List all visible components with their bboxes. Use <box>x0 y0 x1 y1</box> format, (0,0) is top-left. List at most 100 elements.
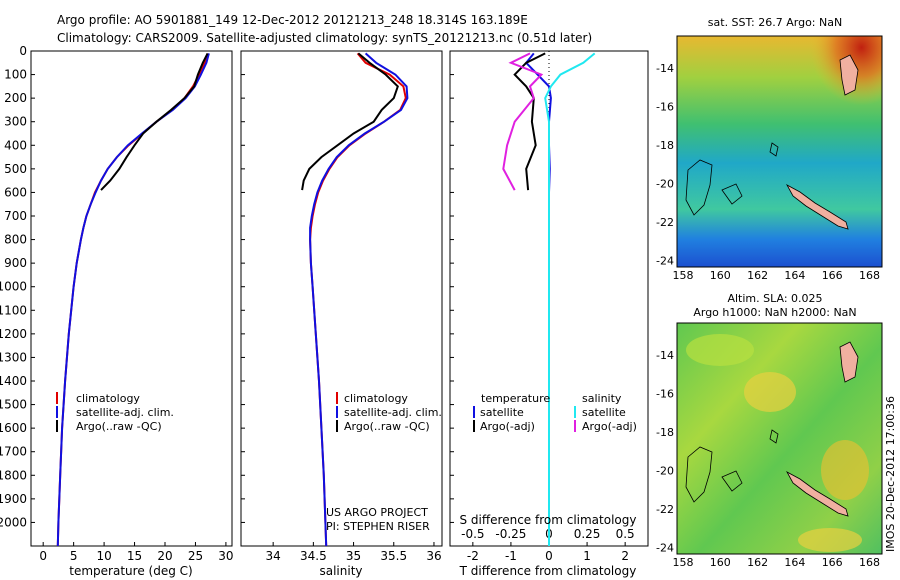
legend-swatch-argo <box>56 420 58 432</box>
island-coast <box>769 429 779 444</box>
legend-swatch-satellite <box>56 406 58 418</box>
x-tick-label: 1 <box>583 549 591 563</box>
salinity-panel <box>240 50 443 547</box>
x2-tick-label: 0.25 <box>574 527 601 541</box>
x-tick-label: 35 <box>346 549 361 563</box>
legend-label: climatology <box>76 392 140 405</box>
map-lat-tick-label: -14 <box>656 349 674 362</box>
depth-tick-label: 1400 <box>0 374 27 388</box>
legend-swatch-argo <box>336 420 338 432</box>
salinity-plot: 34 34.5 35 35.5 36 <box>266 52 442 563</box>
legend-swatch-t-satellite <box>473 406 475 418</box>
legend-label: satellite-adj. clim. <box>76 406 174 419</box>
salinity-x-label: salinity <box>319 564 362 578</box>
island-coast <box>839 341 859 383</box>
depth-tick-label: 700 <box>4 209 27 223</box>
new-caledonia-coast <box>786 471 849 517</box>
map-lon-tick-label: 168 <box>859 269 880 282</box>
legend-header-temperature: temperature <box>481 392 550 405</box>
credit-pi: PI: STEPHEN RISER <box>326 520 430 533</box>
series-line <box>524 52 552 546</box>
map-lat-tick-label: -24 <box>656 255 674 268</box>
depth-tick-label: 900 <box>4 256 27 270</box>
depth-tick-label: 400 <box>4 138 27 152</box>
figure-title-line2: Climatology: CARS2009. Satellite-adjuste… <box>57 31 592 45</box>
map-lat-tick-label: -20 <box>656 178 674 191</box>
depth-tick-label: 1200 <box>0 327 27 341</box>
series-line <box>301 52 399 191</box>
depth-tick-label: 800 <box>4 233 27 247</box>
difference-plot: -2 -1 0 1 2-0.5 -0.25 0 0.25 0.5 <box>461 51 635 563</box>
legend-label: satellite-adj. clim. <box>344 406 442 419</box>
legend-label: satellite <box>582 406 626 419</box>
sla-map-frame <box>676 322 883 555</box>
depth-tick-label: 100 <box>4 68 27 82</box>
depth-tick-label: 600 <box>4 185 27 199</box>
map-lat-tick-label: -16 <box>656 388 674 401</box>
sla-anomaly-patch <box>686 334 754 366</box>
depth-tick-label: 1300 <box>0 350 27 364</box>
map-lat-tick-label: -20 <box>656 465 674 478</box>
x-tick-label: 25 <box>188 549 203 563</box>
map-lon-tick-label: 166 <box>822 269 843 282</box>
x-tick-label: 34.5 <box>300 549 327 563</box>
map-lon-tick-label: 160 <box>710 556 731 569</box>
map-lon-tick-label: 158 <box>673 269 694 282</box>
x2-tick-label: -0.25 <box>495 527 526 541</box>
sla-anomaly-patch <box>821 440 869 500</box>
x-tick-label: 34 <box>266 549 281 563</box>
island-coast <box>769 142 779 157</box>
x-tick-label: 30 <box>218 549 233 563</box>
temperature-panel <box>30 50 233 547</box>
map-lon-tick-label: 158 <box>673 556 694 569</box>
map-lat-tick-label: -16 <box>656 101 674 114</box>
legend-label: satellite <box>480 406 524 419</box>
legend-label: Argo(..raw -QC) <box>76 420 162 433</box>
series-line <box>502 52 544 191</box>
map-lat-tick-label: -14 <box>656 62 674 75</box>
difference-legend: temperature salinity satellite Argo(-adj… <box>473 392 637 433</box>
map-lon-tick-label: 160 <box>710 269 731 282</box>
depth-tick-label: 200 <box>4 91 27 105</box>
sla-map <box>676 322 883 555</box>
salinity-legend: climatology satellite-adj. clim. Argo(..… <box>336 392 442 433</box>
legend-label: Argo(..raw -QC) <box>344 420 430 433</box>
map-lon-tick-label: 164 <box>784 556 805 569</box>
legend-swatch-satellite <box>336 406 338 418</box>
depth-tick-label: 2000 <box>0 515 27 529</box>
legend-swatch-t-argo <box>473 420 475 432</box>
map-lon-tick-label: 164 <box>784 269 805 282</box>
x-tick-label: 10 <box>96 549 111 563</box>
vanuatu-coast <box>685 446 713 503</box>
sst-map <box>676 35 883 268</box>
s-difference-x-label: S difference from climatology <box>460 513 637 527</box>
legend-swatch-s-satellite <box>574 406 576 418</box>
legend-swatch-climatology <box>336 392 338 404</box>
temperature-plot: 0 5 10 15 20 25 30 <box>39 52 234 563</box>
depth-tick-label: 1000 <box>0 280 27 294</box>
legend-label: climatology <box>344 392 408 405</box>
series-line <box>56 53 210 547</box>
depth-tick-label: 1900 <box>0 492 27 506</box>
map-lat-tick-label: -22 <box>656 503 674 516</box>
map-lon-tick-label: 166 <box>822 556 843 569</box>
map-lon-tick-label: 162 <box>747 269 768 282</box>
series-line <box>309 52 409 547</box>
legend-header-salinity: salinity <box>582 392 622 405</box>
depth-tick-label: 300 <box>4 115 27 129</box>
temperature-legend: climatology satellite-adj. clim. Argo(..… <box>56 392 174 433</box>
depth-tick-label: 1700 <box>0 445 27 459</box>
x-tick-label: -1 <box>505 549 517 563</box>
x-tick-label: 5 <box>70 549 78 563</box>
depth-tick-label: 1600 <box>0 421 27 435</box>
legend-label: Argo(-adj) <box>480 420 535 433</box>
map-lat-tick-label: -18 <box>656 426 674 439</box>
x2-tick-label: 0.5 <box>616 527 635 541</box>
temperature-x-label: temperature (deg C) <box>69 564 192 578</box>
island-coast <box>839 54 859 96</box>
series-line <box>56 53 209 547</box>
map-lon-tick-label: 162 <box>747 556 768 569</box>
x-tick-label: 2 <box>621 549 629 563</box>
legend-label: Argo(-adj) <box>582 420 637 433</box>
